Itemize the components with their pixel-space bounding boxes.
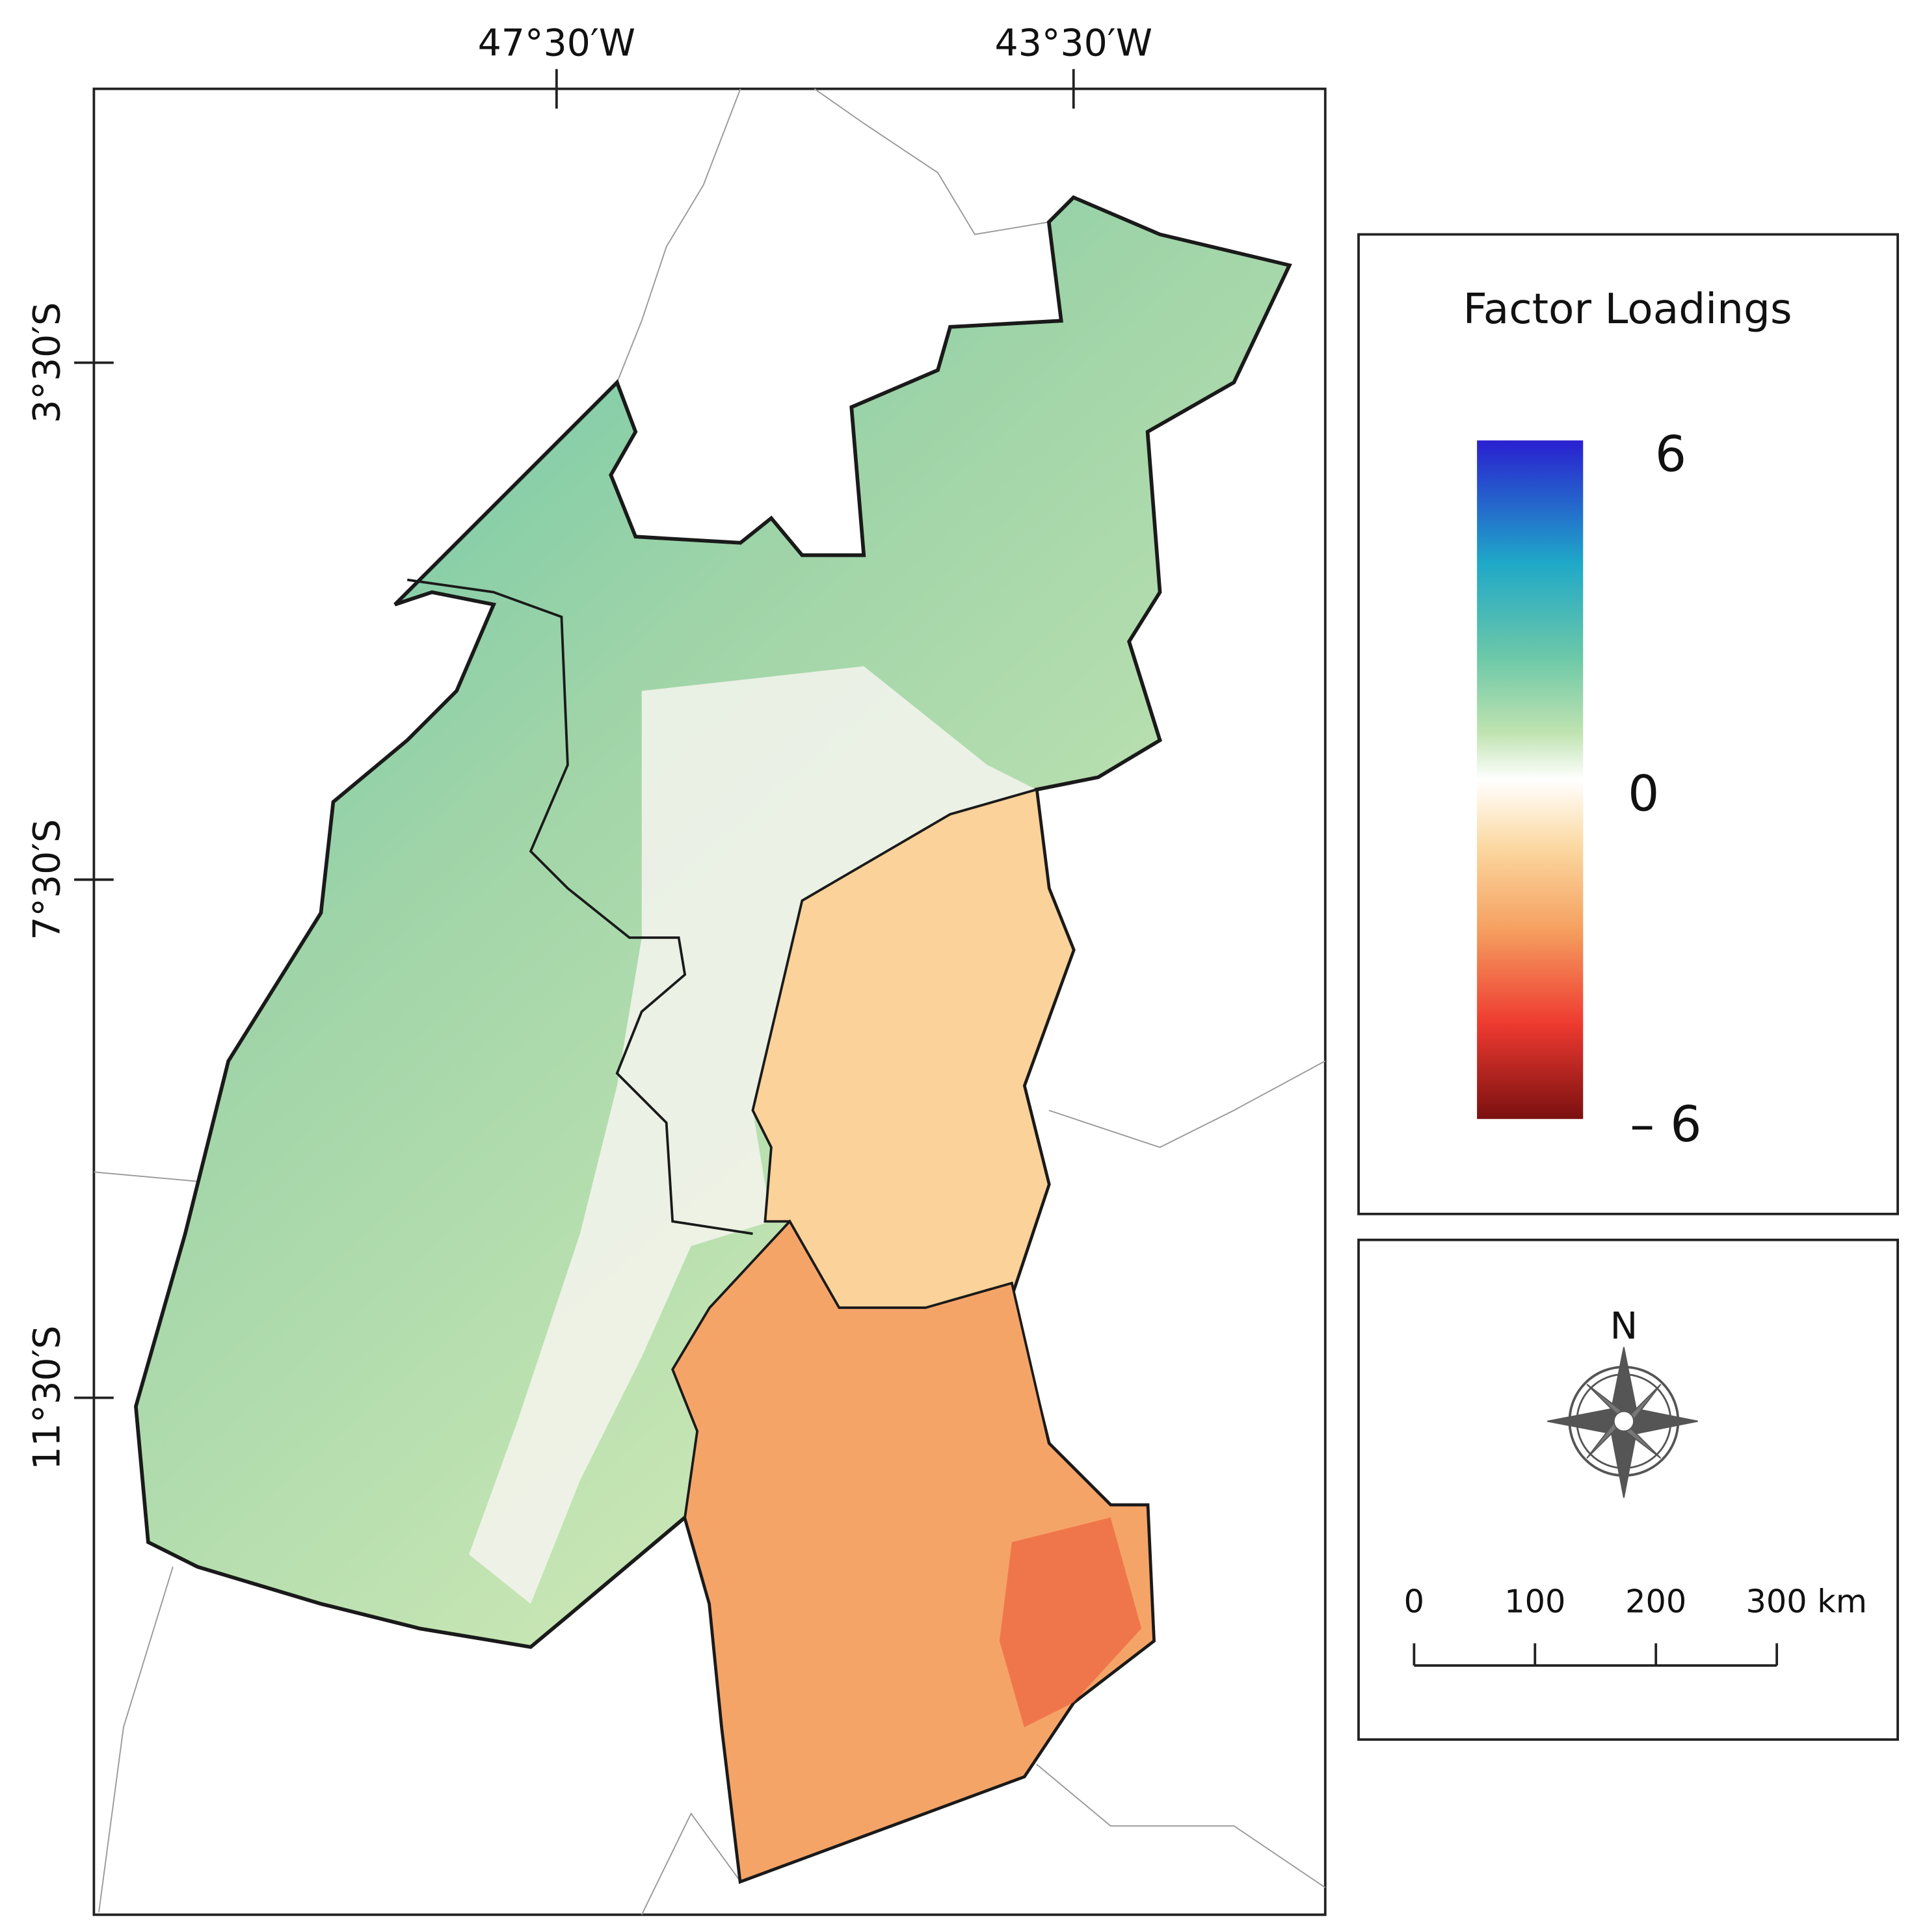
x-axis-label: 47°30′W	[478, 21, 635, 64]
scale-label: 300 km	[1746, 1583, 1866, 1621]
colorbar-label: 0	[1628, 765, 1659, 822]
scale-label: 0	[1404, 1583, 1424, 1621]
scale-box	[1357, 1238, 1899, 1741]
x-axis-label: 43°30′W	[995, 21, 1152, 64]
neutral-zone	[469, 666, 1037, 1604]
neighbor-borders	[94, 88, 1326, 1915]
legend-box	[1357, 233, 1899, 1215]
colorbar	[1477, 440, 1584, 1119]
scale-bar	[1413, 1643, 1779, 1667]
orange-zone	[751, 787, 1075, 1309]
scale-label: 100	[1504, 1583, 1565, 1621]
colorbar-label: – 6	[1630, 1096, 1701, 1153]
hotspot	[999, 1517, 1142, 1728]
y-axis-label: 7°30′S	[25, 819, 68, 940]
internal-border	[406, 578, 753, 1236]
graticule-ticks	[74, 69, 1075, 1399]
colorbar-label: 6	[1655, 426, 1686, 483]
y-axis-label: 11°30′S	[25, 1325, 68, 1470]
scale-label: 200	[1625, 1583, 1686, 1621]
compass-rose	[1547, 1347, 1698, 1498]
north-label: N	[1610, 1304, 1638, 1347]
y-axis-label: 3°30′S	[25, 302, 68, 423]
legend-title: Factor Loadings	[1463, 285, 1792, 334]
